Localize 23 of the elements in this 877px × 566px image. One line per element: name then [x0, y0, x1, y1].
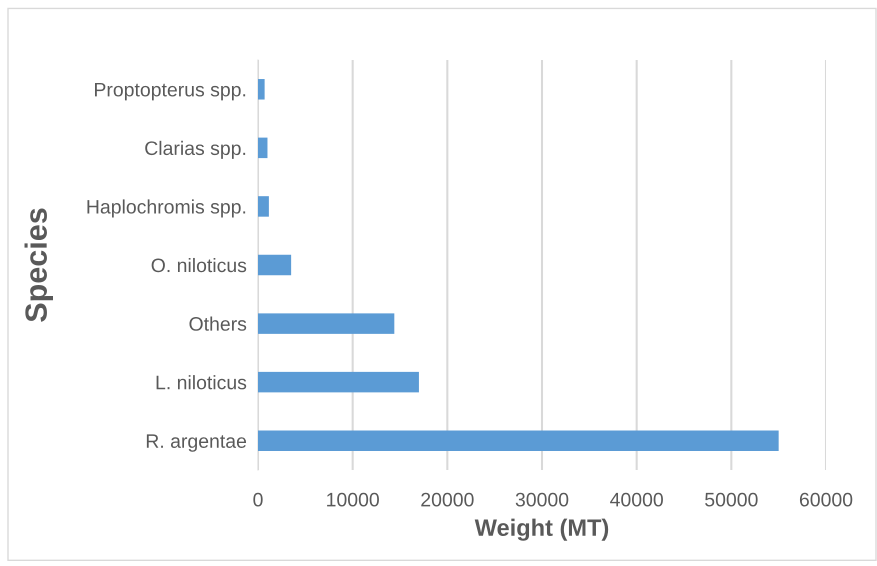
x-tick-label: 10000 — [327, 492, 379, 507]
x-tick-label: 0 — [253, 492, 263, 507]
bar — [258, 79, 265, 100]
x-tick-label: 60000 — [800, 492, 852, 507]
y-tick-label: Proptopterus spp. — [95, 82, 246, 100]
y-tick-label: O. niloticus — [152, 258, 246, 272]
bar — [258, 430, 779, 451]
x-tick-label: 30000 — [516, 492, 568, 507]
bar — [258, 254, 292, 276]
x-tick-label: 50000 — [705, 492, 758, 507]
y-tick-label: Others — [189, 316, 246, 331]
x-axis-title: Weight (MT) — [474, 518, 608, 541]
bar — [258, 372, 419, 392]
x-tick-label: 40000 — [610, 492, 663, 507]
y-tick-label: Clarias spp. — [145, 140, 246, 159]
y-tick-label: R. argentae — [146, 434, 246, 452]
x-tick-label: 20000 — [421, 492, 474, 507]
y-tick-label: L. niloticus — [156, 375, 246, 390]
bar — [258, 138, 268, 158]
bar — [258, 196, 269, 217]
y-axis-title: Species — [24, 208, 53, 322]
bar — [258, 313, 394, 334]
y-tick-label: Haplochromis spp. — [87, 199, 246, 218]
